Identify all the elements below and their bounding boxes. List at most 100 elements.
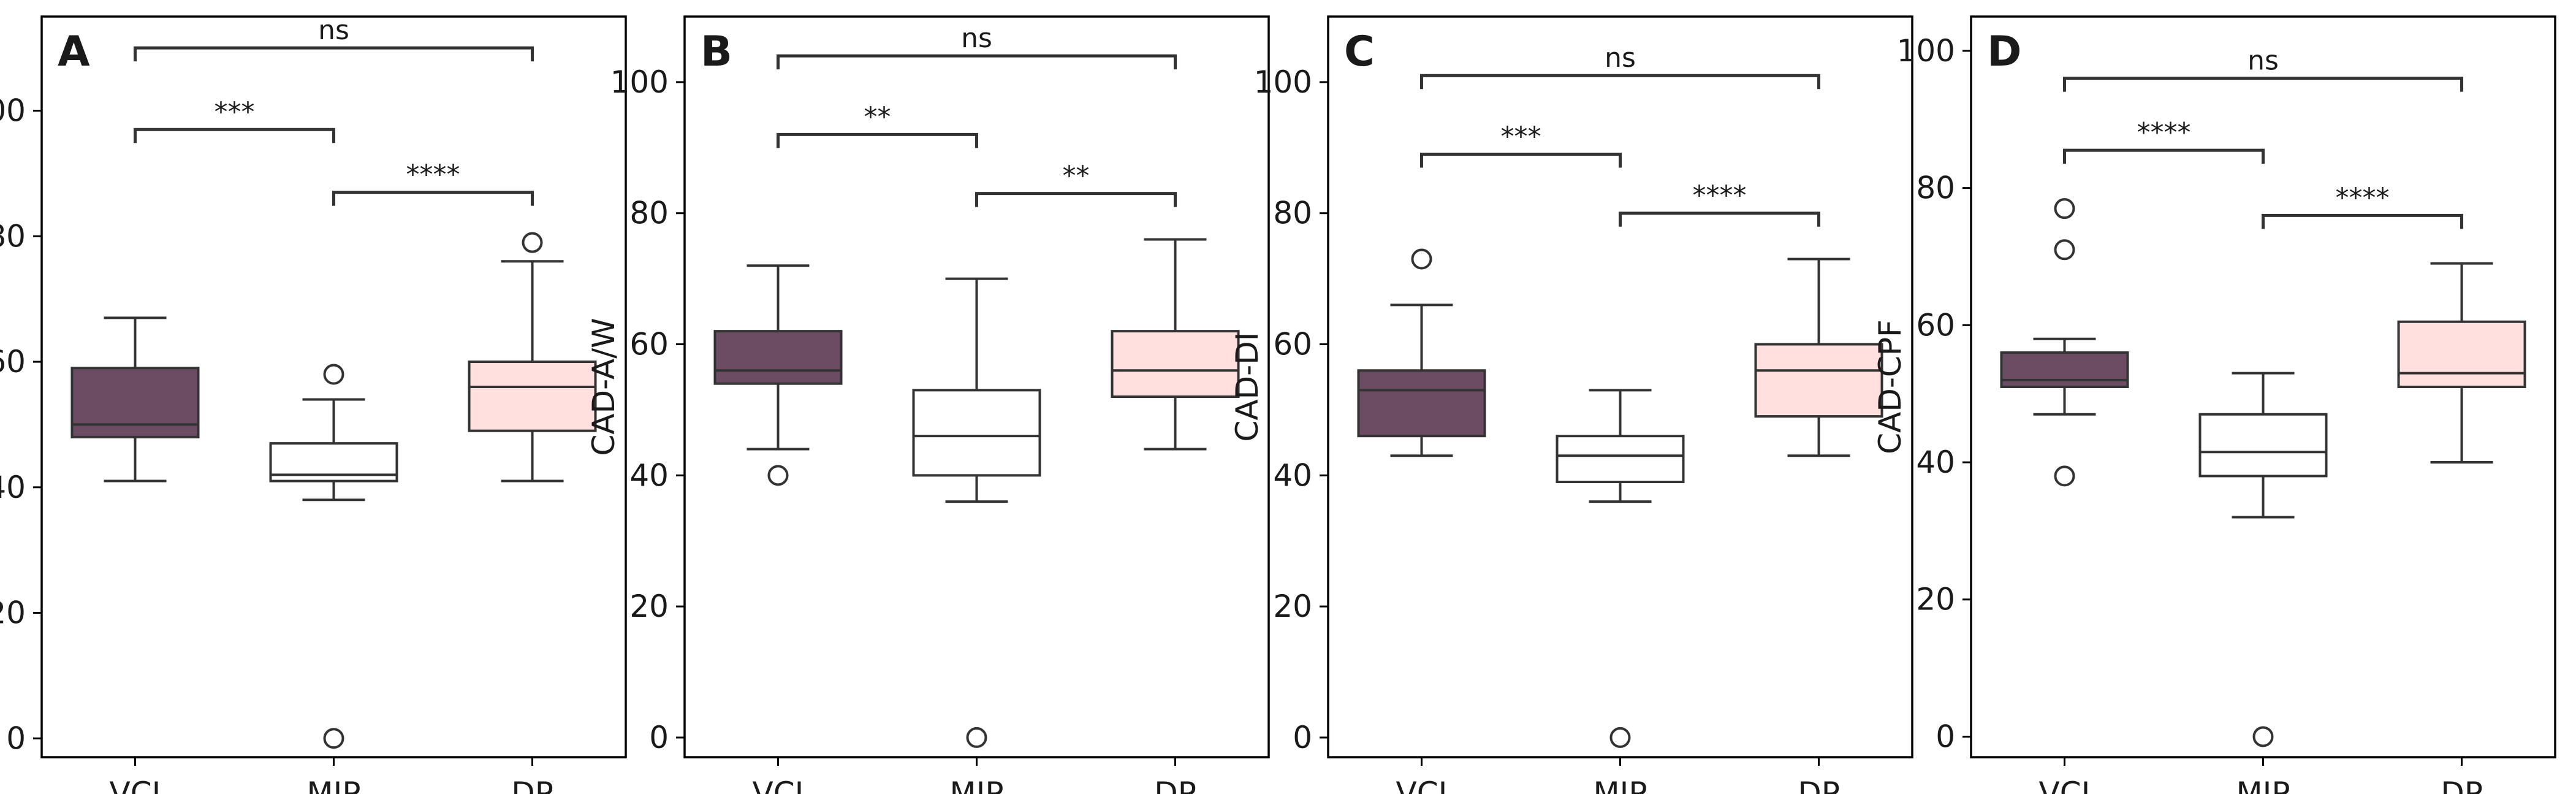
y-tick-label: 100 — [1897, 33, 1955, 69]
y-tick-label: 60 — [629, 327, 669, 362]
outlier-point — [2054, 198, 2075, 219]
box-dp — [2397, 262, 2526, 464]
significance-bracket: ns — [133, 15, 534, 62]
x-tick-label: VCI — [110, 776, 161, 794]
box-vci — [1357, 248, 1486, 457]
iqr-box — [2198, 413, 2328, 478]
box-dp — [1111, 238, 1240, 451]
x-tick-label: MIP — [306, 776, 360, 794]
y-tick-label: 40 — [1273, 457, 1312, 493]
iqr-box — [468, 361, 597, 432]
bracket-line — [1419, 74, 1821, 90]
y-tick-label: 100 — [1254, 64, 1312, 100]
bracket-line — [776, 132, 978, 148]
box-vci — [70, 316, 200, 483]
significance-bracket: ** — [776, 101, 978, 148]
y-tick-label: 80 — [629, 196, 669, 231]
y-tick-label: 20 — [1916, 582, 1955, 617]
y-tick-label: 80 — [0, 218, 26, 254]
iqr-box — [2000, 351, 2129, 389]
y-tick-label: 40 — [0, 470, 26, 505]
box-mip — [2198, 372, 2328, 747]
y-tick-label: 80 — [1273, 196, 1312, 231]
significance-label: ** — [1063, 161, 1090, 192]
panel-d: 0 20 40 60 80 100 VCI MIP DP CAD-CPF D **** **** ns — [1872, 15, 2556, 794]
y-tick-label: 60 — [1916, 307, 1955, 343]
box-dp — [468, 232, 597, 483]
iqr-box — [713, 330, 843, 385]
outlier-point — [1609, 727, 1631, 748]
significance-label: ns — [318, 15, 349, 46]
significance-label: **** — [406, 159, 460, 191]
bracket-line — [2262, 213, 2464, 229]
outlier-point — [323, 728, 344, 749]
significance-bracket: ns — [1419, 42, 1821, 90]
y-tick-label: 20 — [0, 595, 26, 631]
x-tick-label: VCI — [2039, 776, 2091, 794]
y-tick-label: 40 — [1916, 445, 1955, 480]
x-tick-label: DP — [1154, 776, 1196, 794]
y-tick-label: 60 — [0, 344, 26, 380]
significance-label: ns — [2247, 45, 2279, 77]
outlier-point — [1411, 248, 1432, 270]
significance-bracket: *** — [1419, 121, 1622, 168]
bracket-line — [1419, 152, 1622, 168]
y-tick-label: 0 — [1936, 719, 1955, 754]
x-tick-label: DP — [2441, 776, 2483, 794]
y-axis-label: CAD-CPF — [1872, 319, 1908, 454]
panel-label: A — [58, 28, 90, 76]
panel-label: D — [1987, 28, 2021, 76]
iqr-box — [1754, 343, 1883, 418]
significance-bracket: **** — [2262, 182, 2464, 229]
outlier-point — [522, 232, 543, 253]
outlier-point — [966, 727, 987, 748]
significance-bracket: **** — [1619, 180, 1821, 227]
y-tick-label: 20 — [629, 589, 669, 624]
bracket-line — [332, 191, 534, 206]
y-tick-label: 0 — [649, 720, 669, 755]
panel-label: C — [1344, 28, 1375, 76]
box-vci — [713, 264, 843, 486]
significance-label: **** — [2137, 117, 2190, 148]
bracket-line — [1619, 212, 1821, 227]
box-mip — [269, 364, 398, 749]
significance-label: ** — [864, 101, 891, 132]
outlier-point — [767, 465, 789, 486]
significance-bracket: ** — [975, 161, 1177, 207]
outlier-point — [323, 364, 344, 385]
bracket-line — [776, 54, 1177, 70]
x-tick-label: MIP — [949, 776, 1003, 794]
significance-label: **** — [1693, 180, 1747, 212]
x-tick-label: MIP — [2236, 776, 2290, 794]
panel-label: B — [701, 28, 732, 76]
y-tick-label: 100 — [0, 93, 26, 129]
significance-label: *** — [214, 96, 254, 128]
bracket-line — [2062, 77, 2464, 92]
significance-bracket: ns — [2062, 45, 2464, 92]
iqr-box — [1357, 369, 1486, 438]
significance-bracket: **** — [332, 159, 534, 206]
x-tick-label: VCI — [1396, 776, 1448, 794]
iqr-box — [912, 389, 1041, 477]
iqr-box — [70, 367, 200, 438]
x-tick-label: VCI — [753, 776, 804, 794]
significance-label: *** — [1500, 121, 1541, 152]
x-tick-label: MIP — [1593, 776, 1647, 794]
significance-label: ns — [1605, 42, 1636, 74]
box-dp — [1754, 258, 1883, 457]
significance-label: **** — [2336, 182, 2390, 213]
iqr-box — [1556, 435, 1685, 484]
y-tick-label: 60 — [1273, 327, 1312, 362]
y-tick-label: 80 — [1916, 170, 1955, 206]
box-mip — [912, 277, 1041, 748]
bracket-line — [133, 128, 335, 143]
y-tick-label: 0 — [1293, 720, 1312, 755]
bracket-line — [133, 46, 534, 62]
iqr-box — [1111, 330, 1240, 399]
bracket-line — [2062, 148, 2265, 164]
y-tick-label: 0 — [6, 720, 26, 756]
bracket-line — [975, 192, 1177, 207]
box-mip — [1556, 389, 1685, 748]
